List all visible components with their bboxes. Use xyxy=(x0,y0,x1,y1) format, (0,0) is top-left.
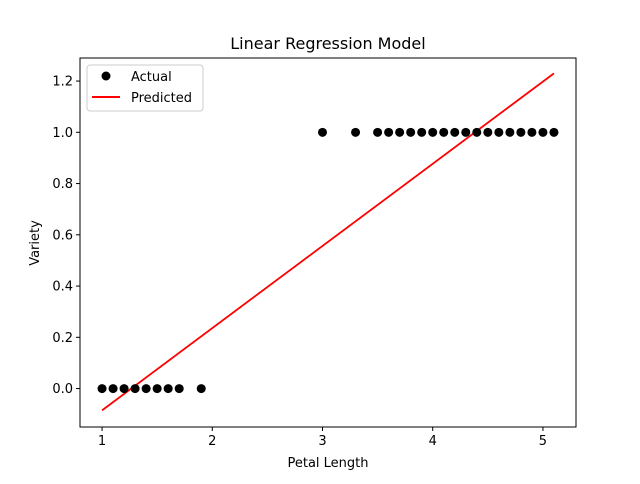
actual-point xyxy=(494,127,504,137)
y-tick-label: 0.6 xyxy=(52,228,73,243)
actual-point xyxy=(141,384,151,394)
y-tick-label: 0.2 xyxy=(52,331,73,346)
legend-actual-marker xyxy=(101,71,111,81)
actual-point xyxy=(317,127,327,137)
actual-point xyxy=(450,127,460,137)
actual-point xyxy=(505,127,515,137)
x-tick-label: 3 xyxy=(318,434,326,449)
legend: Actual Predicted xyxy=(86,64,204,112)
actual-point xyxy=(174,384,184,394)
legend-box xyxy=(86,64,204,112)
actual-point xyxy=(384,127,394,137)
actual-point xyxy=(417,127,427,137)
actual-series xyxy=(97,127,559,394)
actual-point xyxy=(119,384,129,394)
actual-point xyxy=(373,127,383,137)
y-tick-label: 0.4 xyxy=(52,280,73,295)
chart-title: Linear Regression Model xyxy=(230,34,425,53)
actual-point xyxy=(163,384,173,394)
actual-point xyxy=(130,384,140,394)
actual-point xyxy=(527,127,537,137)
actual-point xyxy=(439,127,449,137)
x-tick-label: 1 xyxy=(98,434,106,449)
y-tick-label: 1.0 xyxy=(52,126,73,141)
x-axis-label: Petal Length xyxy=(287,456,368,471)
x-axis: 1 2 3 4 5 xyxy=(98,427,547,449)
actual-point xyxy=(472,127,482,137)
actual-point xyxy=(538,127,548,137)
x-tick-label: 5 xyxy=(539,434,547,449)
x-tick-label: 4 xyxy=(429,434,437,449)
actual-point xyxy=(97,384,107,394)
actual-point xyxy=(516,127,526,137)
x-tick-label: 2 xyxy=(208,434,216,449)
y-tick-label: 0.8 xyxy=(52,177,73,192)
y-axis: 0.0 0.2 0.4 0.6 0.8 1.0 1.2 xyxy=(52,75,80,397)
plot-area-frame xyxy=(79,57,577,428)
actual-point xyxy=(461,127,471,137)
actual-point xyxy=(549,127,559,137)
actual-point xyxy=(395,127,405,137)
actual-point xyxy=(152,384,162,394)
y-tick-label: 0.0 xyxy=(52,382,73,397)
actual-point xyxy=(351,127,361,137)
legend-actual-label: Actual xyxy=(131,70,172,85)
y-tick-label: 1.2 xyxy=(52,75,73,90)
legend-predicted-label: Predicted xyxy=(131,91,192,106)
actual-point xyxy=(406,127,416,137)
actual-point xyxy=(108,384,118,394)
actual-point xyxy=(196,384,206,394)
actual-point xyxy=(428,127,438,137)
actual-point xyxy=(483,127,493,137)
y-axis-label: Variety xyxy=(28,220,43,266)
